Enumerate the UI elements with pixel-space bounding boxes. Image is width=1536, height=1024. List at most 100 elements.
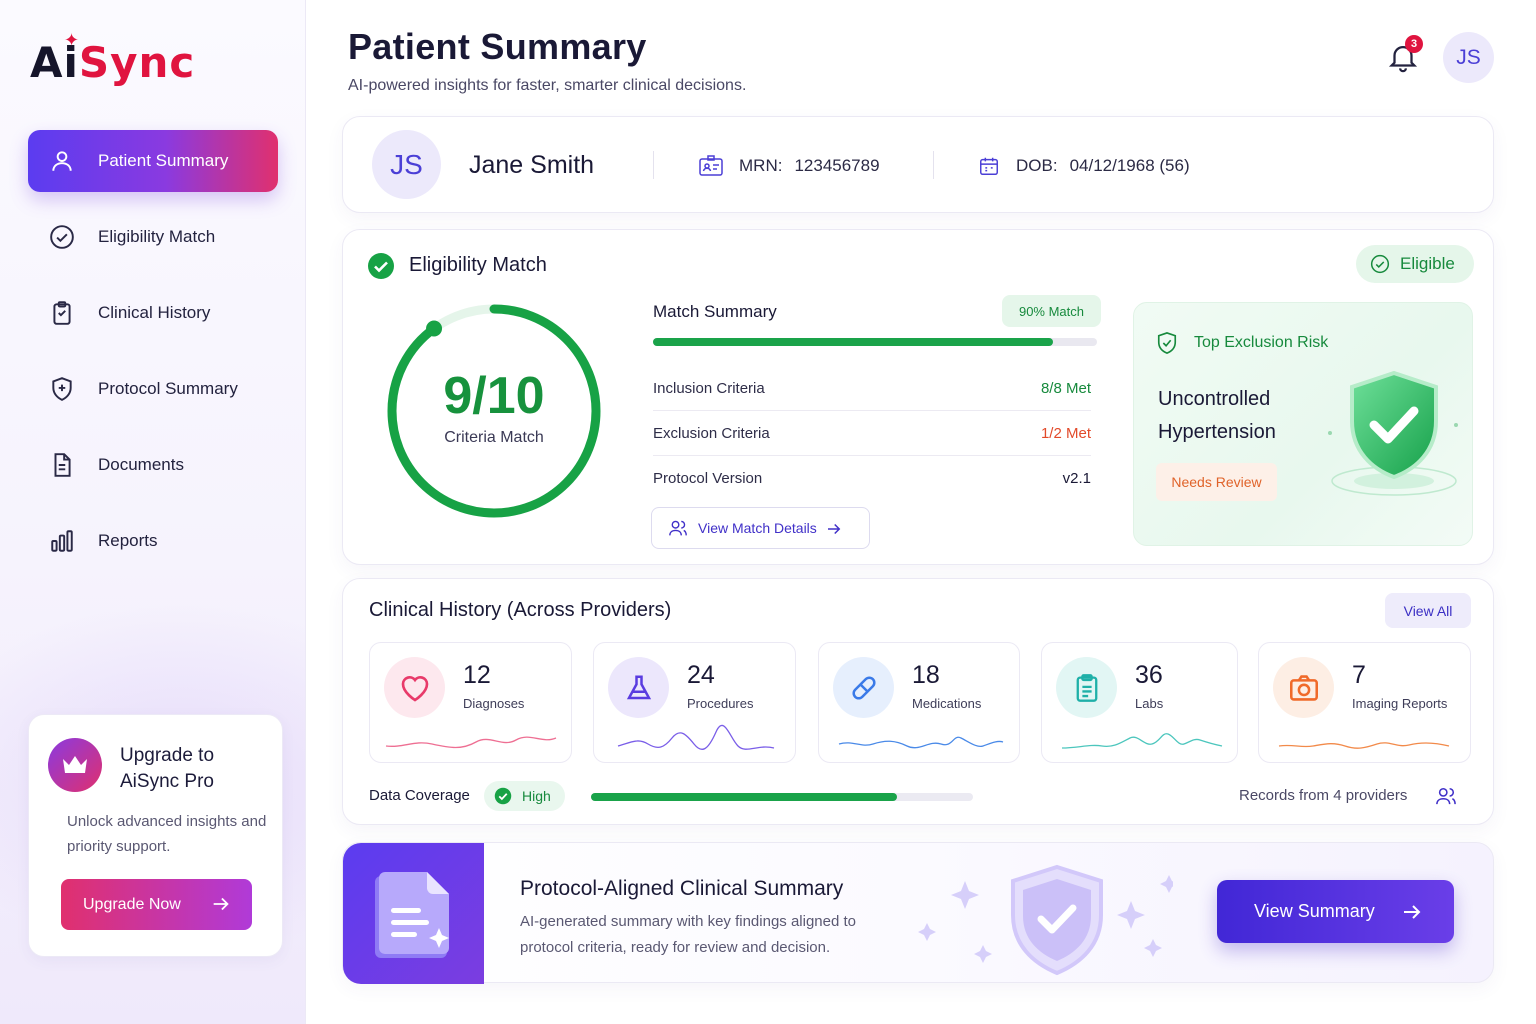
sidebar-item-patient-summary[interactable]: Patient Summary (28, 130, 278, 192)
match-progress-fill (653, 338, 1053, 346)
sidebar-item-eligibility-match[interactable]: Eligibility Match (28, 206, 278, 268)
sidebar-item-label: Protocol Summary (98, 379, 238, 398)
ring-progress (387, 304, 601, 518)
clinical-history-title: Clinical History (Across Providers) (369, 599, 672, 621)
diagnoses-sparkline (385, 736, 557, 749)
criteria-score: 9/10 (443, 367, 545, 425)
stat-count: 12 (463, 661, 491, 689)
view-all-button[interactable]: View All (1385, 593, 1471, 628)
stat-label: Labs (1135, 696, 1164, 711)
check-circle-icon (367, 252, 395, 285)
check-circle-icon (48, 223, 76, 251)
shield-check-icon (1157, 332, 1177, 354)
sidebar-item-label: Documents (98, 455, 184, 474)
view-match-details-button[interactable]: View Match Details (651, 507, 870, 549)
logo-sparkle-icon: ✦ (64, 30, 81, 51)
eligibility-title: Eligibility Match (409, 254, 547, 276)
match-summary-title: Match Summary (653, 302, 777, 321)
logo-text-ai: Ai (30, 38, 79, 87)
match-percent-badge: 90% Match (1002, 295, 1101, 327)
arrow-right-icon (1400, 900, 1424, 929)
eligible-status-badge: Eligible (1356, 245, 1474, 283)
calendar-icon (978, 155, 1000, 177)
upgrade-title: Upgrade to AiSync Pro (120, 745, 215, 792)
notification-badge: 3 (1405, 35, 1423, 53)
sidebar-nav: Patient Summary Eligibility Match Clinic… (28, 130, 278, 586)
stat-label: Medications (912, 696, 982, 711)
criteria-label: Exclusion Criteria (653, 424, 770, 442)
upgrade-description: Unlock advanced insights and priority su… (67, 813, 267, 855)
medications-sparkline (838, 736, 1004, 749)
clipboard-icon (48, 299, 76, 327)
upgrade-now-button[interactable]: Upgrade Now (61, 879, 252, 930)
pill-icon (833, 657, 894, 718)
labs-sparkline (1061, 733, 1223, 749)
criteria-value: v2.1 (1062, 470, 1091, 487)
check-circle-icon (1370, 254, 1390, 274)
app-logo[interactable]: ✦ AiSync (30, 30, 195, 87)
stat-label: Diagnoses (463, 696, 525, 711)
divider (933, 151, 934, 179)
stat-card-labs[interactable]: 36 Labs (1041, 642, 1238, 763)
clipboard-icon (1056, 657, 1117, 718)
sidebar-item-clinical-history[interactable]: Clinical History (28, 282, 278, 344)
criteria-row-exclusion: Exclusion Criteria 1/2 Met (653, 411, 1091, 456)
criteria-match-ring: 9/10 Criteria Match (379, 296, 609, 526)
protocol-summary-description: AI-generated summary with key findings a… (520, 913, 857, 956)
coverage-progress-track (591, 793, 973, 801)
mrn-label: MRN: (739, 156, 783, 175)
upgrade-card: Upgrade to AiSync Pro Unlock advanced in… (28, 714, 283, 957)
stat-count: 7 (1352, 661, 1366, 689)
coverage-progress-fill (591, 793, 897, 801)
stat-card-medications[interactable]: 18 Medications (818, 642, 1020, 763)
criteria-row-inclusion: Inclusion Criteria 8/8 Met (653, 366, 1091, 411)
needs-review-badge: Needs Review (1156, 463, 1277, 501)
id-card-icon (699, 155, 723, 177)
page-title: Patient Summary (348, 26, 647, 67)
flask-icon (608, 657, 669, 718)
sidebar-item-protocol-summary[interactable]: Protocol Summary (28, 358, 278, 420)
patient-avatar: JS (372, 130, 441, 199)
dob-value: 04/12/1968 (56) (1069, 156, 1190, 175)
check-circle-icon (494, 787, 512, 805)
heart-icon (384, 657, 445, 718)
user-avatar[interactable]: JS (1443, 32, 1494, 83)
stat-card-imaging-reports[interactable]: 7 Imaging Reports (1258, 642, 1471, 763)
camera-icon (1273, 657, 1334, 718)
crown-icon (48, 738, 102, 792)
sidebar: ✦ AiSync Patient Summary Eligibility Mat… (0, 0, 306, 1024)
sidebar-item-documents[interactable]: Documents (28, 434, 278, 496)
data-coverage-label: Data Coverage (369, 787, 470, 804)
bar-chart-icon (48, 527, 76, 555)
imaging-sparkline (1278, 742, 1450, 749)
match-progress-track (653, 338, 1097, 346)
dob-label: DOB: (1016, 156, 1058, 175)
view-summary-button[interactable]: View Summary (1217, 880, 1454, 943)
stat-label: Procedures (687, 696, 754, 711)
criteria-value: 8/8 Met (1040, 379, 1091, 397)
shield-check-illustration-icon (1322, 363, 1472, 508)
arrow-right-icon (210, 893, 232, 920)
exclusion-risk-panel: Top Exclusion Risk Uncontrolled Hyperten… (1133, 302, 1473, 546)
stat-count: 18 (912, 661, 940, 689)
exclusion-risk-title: Top Exclusion Risk (1194, 334, 1329, 351)
users-icon (669, 520, 687, 536)
divider (653, 151, 654, 179)
users-icon[interactable] (1435, 786, 1457, 811)
sidebar-item-label: Clinical History (98, 303, 211, 322)
eligible-status-label: Eligible (1400, 254, 1455, 273)
patient-dob: DOB: 04/12/1968 (56) (978, 155, 1190, 177)
providers-count-text: Records from 4 providers (1239, 787, 1408, 804)
stat-card-diagnoses[interactable]: 12 Diagnoses (369, 642, 572, 763)
stat-card-procedures[interactable]: 24 Procedures (593, 642, 796, 763)
page-subtitle: AI-powered insights for faster, smarter … (348, 77, 747, 94)
procedures-sparkline (617, 724, 775, 750)
ai-document-icon (343, 843, 484, 984)
patient-name: Jane Smith (469, 151, 595, 179)
shield-sparkle-illustration-icon (913, 857, 1178, 982)
coverage-level-label: High (522, 788, 551, 804)
protocol-summary-card: Protocol-Aligned Clinical Summary AI-gen… (342, 842, 1494, 984)
criteria-row-protocol-version: Protocol Version v2.1 (653, 456, 1091, 501)
view-summary-label: View Summary (1254, 901, 1375, 921)
sidebar-item-reports[interactable]: Reports (28, 510, 278, 572)
